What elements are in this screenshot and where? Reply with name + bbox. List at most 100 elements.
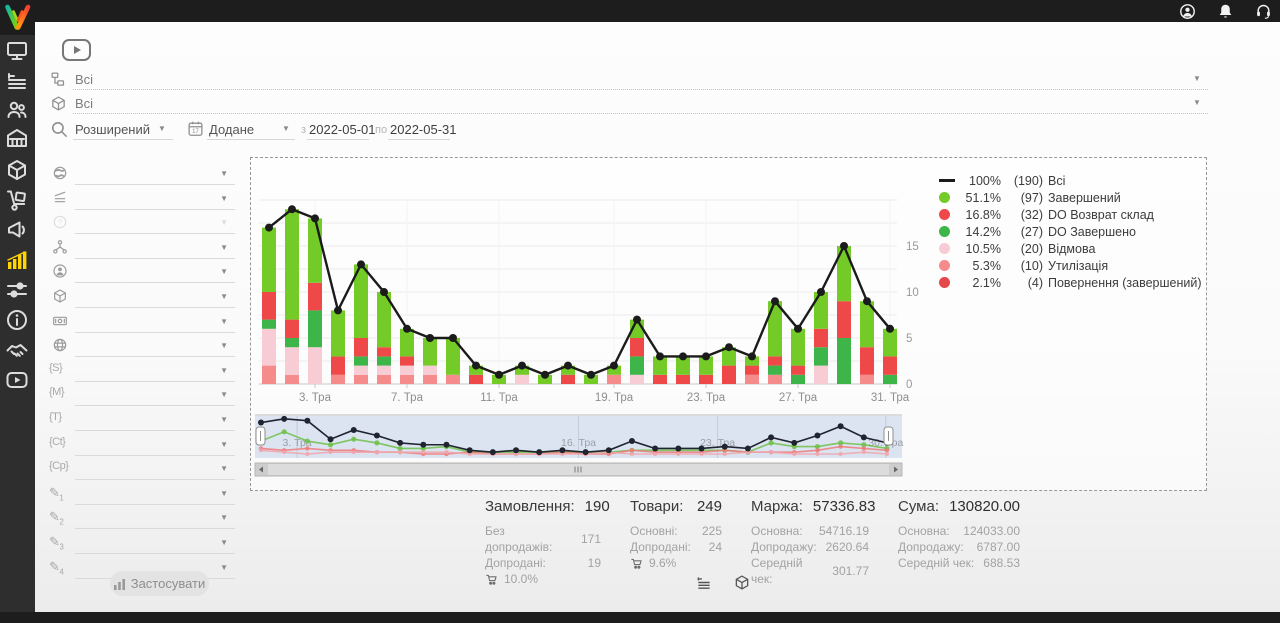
support-headset-icon[interactable] xyxy=(1255,3,1272,20)
filter-row-globe[interactable]: ▼ xyxy=(35,163,240,185)
chevron-down-icon[interactable]: ▼ xyxy=(220,464,228,474)
svg-text:7. Тра: 7. Тра xyxy=(391,392,424,404)
filter-row-person-circle[interactable]: ▼ xyxy=(35,261,240,284)
chevron-down-icon[interactable]: ▼ xyxy=(220,562,228,572)
stat-subvalue: 6787.00 xyxy=(976,540,1020,554)
chevron-down-icon[interactable]: ▼ xyxy=(220,267,228,277)
legend-item[interactable]: 14.2% (27) DO Завершено xyxy=(939,223,1202,240)
chevron-down-icon[interactable]: ▼ xyxy=(1193,74,1201,83)
date-from-input[interactable]: 2022-05-01 xyxy=(309,122,376,137)
sidebar-item-users[interactable] xyxy=(5,98,29,122)
chevron-down-icon[interactable]: ▼ xyxy=(220,513,228,523)
token-icon: {M} xyxy=(49,386,65,399)
sidebar-item-sliders[interactable] xyxy=(5,278,29,302)
chevron-down-icon[interactable]: ▼ xyxy=(220,292,228,301)
date-to-input[interactable]: 2022-05-31 xyxy=(390,122,457,137)
filter-row-pencil3[interactable]: ✎3 ▼ xyxy=(35,532,240,554)
stat-subvalue: 24 xyxy=(708,540,722,554)
play-icon xyxy=(74,46,81,54)
filter-row-cube[interactable]: ▼ xyxy=(35,286,240,308)
filter-row-pencil1[interactable]: ✎1 ▼ xyxy=(35,483,240,505)
orders-chart-panel: 3. Тра 7. Тра 11. Тра 19. Тра 23. Тра 27. Тра… xyxy=(250,157,1207,491)
sidebar-item-handshake[interactable] xyxy=(5,338,29,362)
app-logo[interactable] xyxy=(0,0,35,35)
chevron-down-icon[interactable]: ▼ xyxy=(1193,98,1201,107)
filter-row-banknote[interactable]: ▼ xyxy=(35,311,240,333)
stat-title: Сума: xyxy=(898,498,939,515)
category-filter-underline xyxy=(73,89,1208,90)
svg-text:16. Тра: 16. Тра xyxy=(561,437,596,449)
dot-swatch xyxy=(939,260,950,271)
chevron-down-icon[interactable]: ▼ xyxy=(220,365,228,375)
sidebar-item-package[interactable] xyxy=(5,158,29,182)
video-help-button[interactable] xyxy=(62,39,91,61)
date-field-underline xyxy=(207,139,295,140)
date-to-label: по xyxy=(375,124,388,136)
sidebar-item-bar-chart[interactable] xyxy=(5,248,29,272)
scroll-right-arrow-icon[interactable] xyxy=(894,466,898,473)
filter-row-token-T[interactable]: {T} ▼ xyxy=(35,409,240,431)
date-field-select[interactable]: Додане xyxy=(209,122,255,137)
chevron-down-icon[interactable]: ▼ xyxy=(220,538,228,547)
search-mode-select[interactable]: Розширений xyxy=(75,122,150,137)
sidebar-item-order-list[interactable] xyxy=(5,69,29,93)
legend-item[interactable]: 16.8% (32) DO Возврат склад xyxy=(939,206,1202,223)
warehouse-icon xyxy=(5,126,29,150)
pencil-icon: ✎1 xyxy=(49,484,64,503)
chevron-down-icon[interactable]: ▼ xyxy=(282,124,290,133)
svg-text:5: 5 xyxy=(906,333,912,345)
filter-row-token-S[interactable]: {S} ▼ xyxy=(35,360,240,382)
sidebar-item-video-tutorial[interactable] xyxy=(5,368,29,392)
chevron-down-icon[interactable]: ▼ xyxy=(220,488,228,498)
sidebar-item-megaphone[interactable] xyxy=(5,218,29,242)
filter-row-pencil2[interactable]: ✎2 ▼ xyxy=(35,507,240,530)
chevron-down-icon[interactable]: ▼ xyxy=(220,439,228,449)
legend-item[interactable]: 10.5% (20) Відмова xyxy=(939,240,1202,257)
filter-row-token-Cp[interactable]: {Cp} ▼ xyxy=(35,458,240,481)
legend-item[interactable]: 51.1% (97) Завершений xyxy=(939,189,1202,206)
list-view-icon[interactable] xyxy=(695,574,713,591)
category-filter-value[interactable]: Всі xyxy=(75,72,94,87)
stat-sublabel: Середній чек: xyxy=(751,556,803,586)
chart-scrollbar[interactable] xyxy=(251,462,1206,478)
user-icon[interactable] xyxy=(1179,3,1196,20)
svg-text:3. Тра: 3. Тра xyxy=(299,392,332,404)
filter-row-web[interactable]: ▼ xyxy=(35,335,240,358)
sidebar-item-trolley[interactable] xyxy=(5,188,29,212)
chevron-down-icon[interactable]: ▼ xyxy=(220,193,228,203)
brush-handle-right[interactable] xyxy=(883,426,894,446)
chevron-down-icon[interactable]: ▼ xyxy=(220,218,228,228)
chevron-down-icon[interactable]: ▼ xyxy=(220,316,228,326)
date-to-underline xyxy=(388,139,450,140)
brush-handle-left[interactable] xyxy=(255,426,266,446)
scroll-left-arrow-icon[interactable] xyxy=(259,466,263,473)
svg-text:31. Тра: 31. Тра xyxy=(871,392,910,404)
sidebar-item-info[interactable] xyxy=(5,308,29,332)
legend-item[interactable]: 2.1% (4) Повернення (завершений) xyxy=(939,274,1202,291)
filter-row-hierarchy[interactable]: ▼ xyxy=(35,237,240,259)
chevron-down-icon[interactable]: ▼ xyxy=(220,415,228,424)
search-mode-underline xyxy=(73,139,173,140)
sidebar-item-warehouse[interactable] xyxy=(5,126,29,150)
filter-row-help[interactable]: ? ▼ xyxy=(35,212,240,235)
chevron-down-icon[interactable]: ▼ xyxy=(220,169,228,178)
filter-underline xyxy=(75,430,235,431)
hierarchy-icon xyxy=(52,239,68,255)
chevron-down-icon[interactable]: ▼ xyxy=(220,390,228,400)
legend-item[interactable]: 5.3% (10) Утилізація xyxy=(939,257,1202,274)
legend-item[interactable]: 100% (190) Всі xyxy=(939,172,1202,189)
product-filter-value[interactable]: Всі xyxy=(75,96,94,111)
chevron-down-icon[interactable]: ▼ xyxy=(220,341,228,351)
cube-view-icon[interactable] xyxy=(733,574,751,591)
filter-row-edit-lines[interactable]: ▼ xyxy=(35,188,240,210)
dot-swatch xyxy=(939,209,950,220)
filter-row-token-Ct[interactable]: {Ct} ▼ xyxy=(35,434,240,456)
chart-minimap-brush[interactable]: 3. Тра 16. Тра 23. Тра 30. Тра xyxy=(251,414,1206,462)
notifications-bell-icon[interactable] xyxy=(1217,3,1234,20)
apply-button[interactable]: Застосувати xyxy=(110,571,209,596)
chevron-down-icon[interactable]: ▼ xyxy=(220,242,228,252)
sidebar-item-monitor[interactable] xyxy=(5,39,29,63)
chevron-down-icon[interactable]: ▼ xyxy=(158,124,166,133)
dot-swatch xyxy=(939,243,950,254)
filter-row-token-M[interactable]: {M} ▼ xyxy=(35,384,240,407)
